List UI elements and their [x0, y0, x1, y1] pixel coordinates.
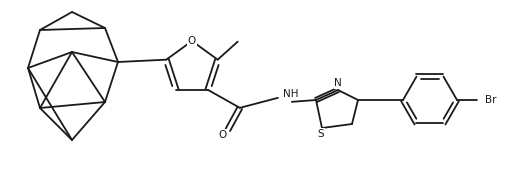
Text: NH: NH — [282, 89, 298, 99]
Text: N: N — [333, 78, 341, 88]
Text: Br: Br — [484, 95, 496, 105]
Text: O: O — [187, 36, 196, 46]
Text: O: O — [218, 130, 227, 140]
Text: S: S — [317, 129, 324, 139]
